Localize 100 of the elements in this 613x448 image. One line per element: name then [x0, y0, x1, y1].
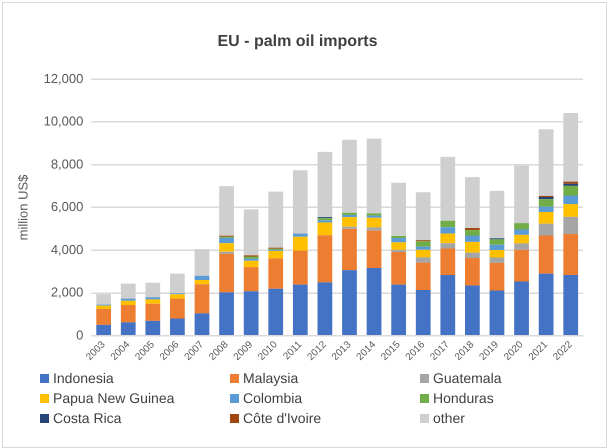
- bar: [342, 228, 357, 270]
- bar: [292, 284, 308, 336]
- bar: [170, 294, 185, 299]
- bar: [514, 234, 529, 244]
- bar: [366, 227, 382, 231]
- bar: [538, 274, 554, 336]
- bar: [416, 257, 431, 263]
- bar: [391, 238, 406, 242]
- bar: [416, 262, 431, 290]
- bar: [490, 250, 504, 258]
- bar: [244, 267, 259, 292]
- bar: [366, 230, 382, 268]
- y-tick-label: 6,000: [50, 199, 84, 214]
- bar: [440, 248, 456, 276]
- bar: [219, 243, 234, 252]
- bar: [538, 199, 554, 207]
- bar: [194, 280, 210, 284]
- y-tick-label: 4,000: [50, 242, 84, 257]
- legend-label: Guatemala: [432, 370, 502, 386]
- bar: [96, 308, 112, 325]
- bar: [514, 223, 529, 230]
- legend-label: Malaysia: [242, 370, 300, 386]
- bar: [490, 290, 504, 336]
- y-axis-title: million US$: [15, 174, 30, 240]
- bar: [538, 236, 554, 274]
- bar: [538, 212, 554, 224]
- bar: [440, 275, 456, 336]
- bar: [96, 306, 112, 309]
- bar: [170, 318, 185, 336]
- bar: [170, 298, 185, 318]
- bar: [342, 214, 357, 218]
- bar: [465, 236, 480, 242]
- bar: [120, 300, 136, 305]
- bar: [490, 262, 504, 290]
- bar: [244, 260, 259, 268]
- bar: [219, 254, 234, 292]
- bar: [96, 324, 112, 336]
- bar: [465, 242, 480, 253]
- bar: [391, 236, 406, 238]
- bar: [514, 230, 529, 235]
- y-tick-label: 8,000: [50, 156, 84, 172]
- bar: [465, 286, 480, 336]
- bar: [514, 243, 529, 250]
- bar: [391, 242, 406, 250]
- legend-label: Honduras: [432, 390, 495, 406]
- legend-label: Papua New Guinea: [52, 390, 176, 406]
- bar: [318, 222, 332, 236]
- bar: [244, 256, 259, 259]
- bar: [538, 206, 554, 212]
- bar: [342, 270, 357, 336]
- bar: [366, 218, 382, 228]
- bar: [145, 304, 160, 321]
- legend-label: Colombia: [242, 390, 304, 406]
- bar: [440, 220, 456, 228]
- bar: [268, 258, 284, 289]
- bar: [342, 217, 357, 227]
- chart-title: EU - palm oil imports: [217, 33, 378, 50]
- bar: [514, 281, 529, 336]
- bar: [145, 320, 160, 336]
- bar: [538, 224, 554, 236]
- bar: [563, 234, 578, 276]
- bar: [219, 238, 234, 244]
- bar: [490, 239, 504, 245]
- bar: [490, 258, 504, 263]
- bar: [292, 234, 308, 237]
- bar: [440, 243, 456, 249]
- legend-label: Costa Rica: [52, 410, 122, 426]
- legend-label: Côte d'Ivoire: [242, 410, 322, 426]
- bar: [366, 268, 382, 336]
- bar: [563, 186, 578, 196]
- bar: [465, 252, 480, 258]
- bar: [490, 244, 504, 250]
- bar: [465, 230, 480, 236]
- bar: [416, 290, 431, 336]
- bar: [440, 234, 456, 244]
- bar: [145, 299, 160, 304]
- bar: [292, 250, 308, 285]
- bar: [563, 196, 578, 204]
- bar: [268, 288, 284, 336]
- bar: [416, 250, 431, 258]
- bar: [563, 275, 578, 336]
- bar: [391, 252, 406, 285]
- bar: [366, 213, 382, 216]
- bar: [391, 284, 406, 336]
- bar: [244, 291, 259, 336]
- legend-label: Indonesia: [52, 370, 115, 386]
- bar: [440, 227, 456, 234]
- bar: [219, 292, 234, 336]
- bar: [194, 313, 210, 336]
- bar: [318, 282, 332, 336]
- bar: [120, 322, 136, 336]
- bar: [563, 204, 578, 217]
- bar: [563, 216, 578, 234]
- bar: [514, 250, 529, 282]
- bar: [194, 284, 210, 314]
- bar: [416, 246, 431, 250]
- y-tick-label: 2,000: [50, 284, 84, 300]
- bar: [194, 276, 210, 280]
- bar: [268, 250, 284, 258]
- bar: [416, 241, 431, 247]
